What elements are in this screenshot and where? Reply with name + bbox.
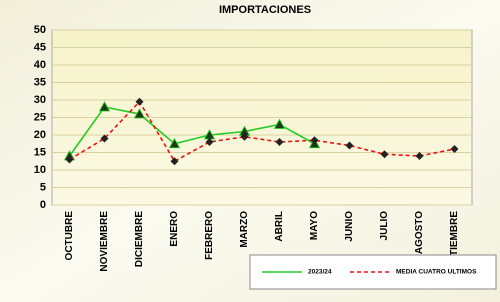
x-tick-label: ABRIL (274, 211, 285, 242)
x-tick-label: MAYO (309, 211, 320, 240)
x-tick-label: OCTUBRE (64, 211, 75, 261)
y-tick-label: 20 (34, 129, 46, 141)
y-tick-label: 40 (34, 59, 46, 71)
y-tick-label: 45 (34, 41, 46, 53)
x-tick-label: AGOSTO (414, 211, 425, 254)
chart-title: IMPORTACIONES (219, 4, 311, 16)
y-tick-label: 0 (40, 199, 46, 211)
y-tick-label: 5 (40, 181, 46, 193)
x-tick-label: JUNIO (344, 211, 355, 242)
legend-label: MEDIA CUATRO ULTIMOS (396, 269, 477, 276)
y-tick-label: 10 (34, 164, 46, 176)
y-tick-label: 50 (34, 24, 46, 36)
y-tick-label: 35 (34, 76, 46, 88)
x-tick-label: NOVIEMBRE (99, 211, 110, 272)
x-tick-label: MARZO (239, 211, 250, 248)
y-tick-label: 25 (34, 111, 46, 123)
chart: IMPORTACIONES 0 5 10 15 20 25 30 35 40 45 50 OCTUBR… (0, 0, 500, 302)
x-tick-label: JULIO (379, 211, 390, 241)
x-tick-label: DICIEMBRE (134, 211, 145, 267)
x-tick-label: ENERO (169, 211, 180, 247)
y-tick-label: 15 (34, 146, 46, 158)
x-tick-label: FEBRERO (204, 211, 215, 260)
y-tick-label: 30 (34, 94, 46, 106)
legend-label: 2023/24 (308, 269, 332, 276)
